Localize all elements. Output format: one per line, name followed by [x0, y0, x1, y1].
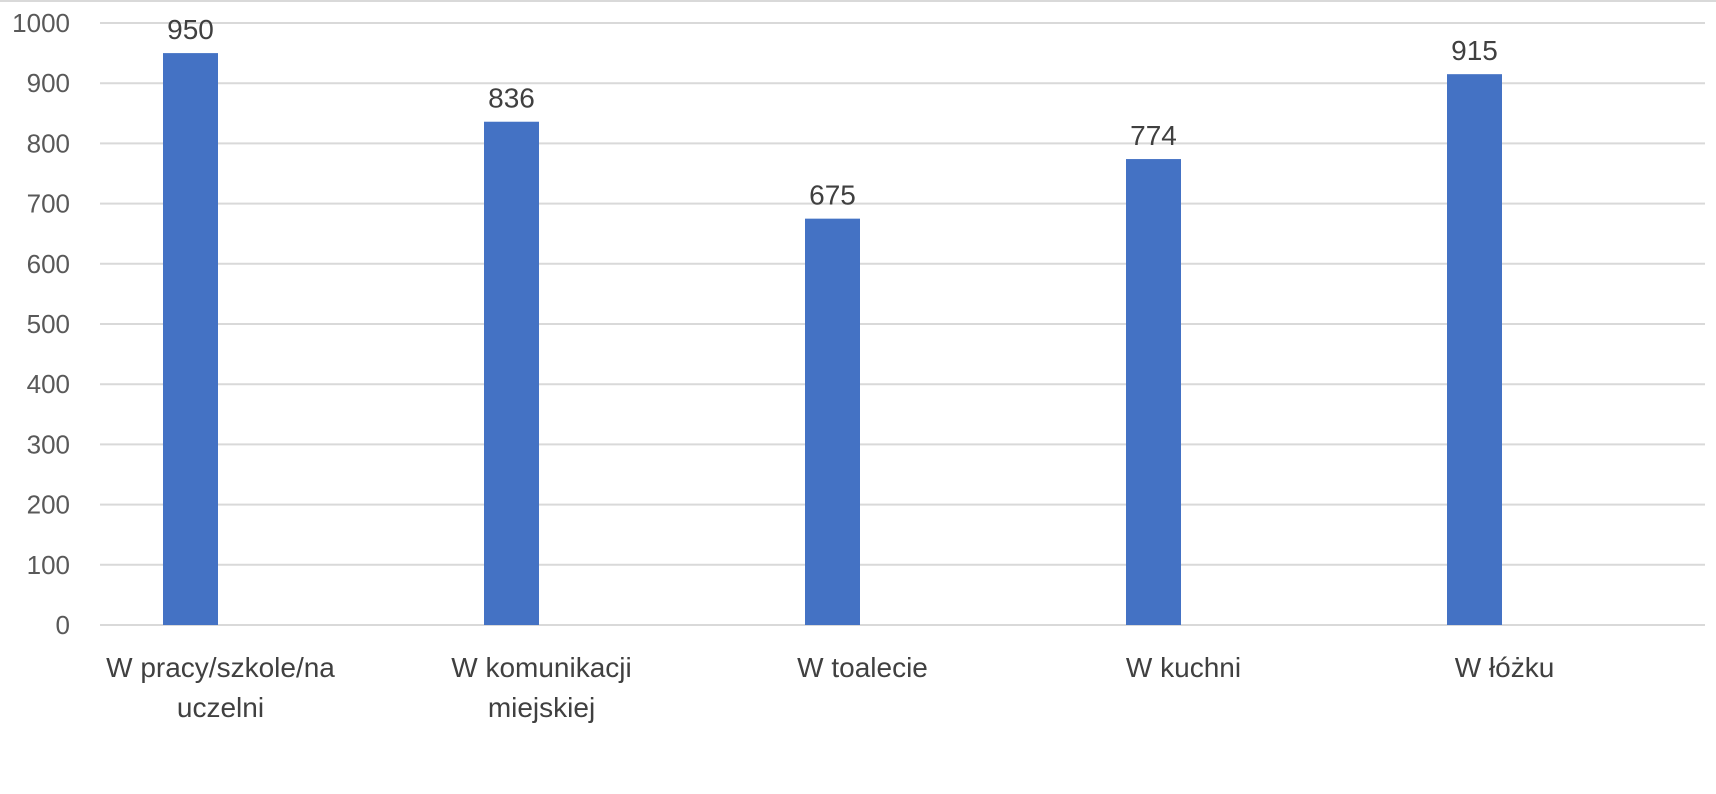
y-tick-label: 0	[56, 610, 70, 640]
y-tick-label: 900	[27, 68, 70, 98]
bars	[163, 53, 1502, 626]
bar	[1126, 159, 1181, 625]
y-tick-label: 100	[27, 550, 70, 580]
data-label: 774	[1130, 120, 1177, 151]
y-tick-label: 200	[27, 490, 70, 520]
y-tick-label: 700	[27, 189, 70, 219]
data-label: 950	[167, 14, 214, 45]
x-tick-label: W toalecie	[797, 652, 928, 683]
bar	[484, 121, 539, 625]
x-tick-label: uczelni	[177, 692, 264, 723]
x-tick-label: W pracy/szkole/na	[106, 652, 335, 683]
gridlines	[0, 0, 1716, 626]
y-tick-label: 400	[27, 369, 70, 399]
data-label: 836	[488, 83, 535, 114]
x-axis: W pracy/szkole/na uczelni W komunikacji mie…	[106, 652, 1554, 723]
y-axis: 0 100 200 300 400 500 600 700 800 900 1000	[12, 8, 70, 640]
data-label: 675	[809, 180, 856, 211]
data-label: 915	[1451, 35, 1498, 66]
x-tick-label: W kuchni	[1126, 652, 1241, 683]
bar	[163, 53, 218, 626]
y-tick-label: 600	[27, 249, 70, 279]
y-tick-label: 800	[27, 128, 70, 158]
x-tick-label: W łóżku	[1455, 652, 1555, 683]
x-tick-label: miejskiej	[488, 692, 595, 723]
bar	[1447, 74, 1502, 626]
data-labels: 950 836 675 774 915	[167, 14, 1498, 211]
y-tick-label: 1000	[12, 8, 70, 38]
x-tick-label: W komunikacji	[451, 652, 631, 683]
y-tick-label: 500	[27, 309, 70, 339]
y-tick-label: 300	[27, 429, 70, 459]
bar	[805, 218, 860, 625]
